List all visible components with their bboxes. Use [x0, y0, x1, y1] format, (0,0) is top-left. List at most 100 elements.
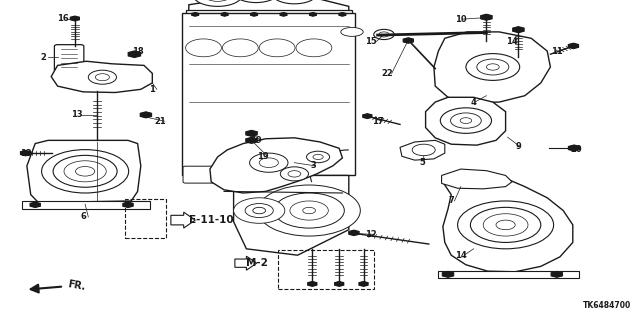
Text: 1: 1 [149, 85, 156, 94]
Ellipse shape [232, 0, 280, 3]
Text: 20: 20 [570, 145, 582, 154]
Polygon shape [221, 13, 228, 16]
Circle shape [296, 39, 332, 57]
Polygon shape [551, 271, 563, 277]
Polygon shape [27, 140, 141, 203]
Polygon shape [192, 13, 198, 16]
Circle shape [250, 153, 288, 172]
Polygon shape [442, 169, 512, 189]
Text: 3: 3 [311, 161, 316, 170]
Circle shape [76, 167, 95, 176]
Circle shape [460, 118, 472, 123]
Text: 2: 2 [40, 53, 47, 62]
Polygon shape [442, 173, 573, 272]
Polygon shape [310, 13, 316, 16]
Polygon shape [426, 97, 506, 145]
FancyBboxPatch shape [183, 166, 275, 183]
Circle shape [42, 150, 129, 193]
Circle shape [258, 185, 360, 236]
Polygon shape [434, 32, 550, 103]
Polygon shape [123, 202, 133, 207]
Text: 19: 19 [250, 136, 262, 145]
Text: 21: 21 [154, 117, 166, 126]
Text: 10: 10 [455, 15, 467, 24]
Polygon shape [403, 38, 413, 43]
Text: 9: 9 [516, 142, 521, 151]
Circle shape [303, 207, 316, 214]
Circle shape [440, 108, 492, 133]
Bar [125, 199, 166, 238]
Circle shape [451, 113, 481, 128]
Circle shape [253, 207, 266, 214]
Circle shape [307, 151, 330, 163]
FancyBboxPatch shape [54, 45, 84, 72]
Text: 14: 14 [506, 37, 518, 46]
Ellipse shape [340, 27, 363, 36]
Bar [198, 21, 225, 45]
Text: 5: 5 [419, 158, 426, 167]
Bar [438, 271, 579, 278]
Polygon shape [128, 51, 141, 57]
Polygon shape [335, 282, 344, 286]
Text: 4: 4 [470, 98, 477, 107]
Circle shape [245, 204, 273, 218]
Circle shape [95, 74, 109, 81]
Text: 13: 13 [20, 149, 31, 158]
Circle shape [379, 32, 389, 37]
Text: 13: 13 [71, 110, 83, 119]
Text: 19: 19 [257, 152, 268, 161]
Text: 14: 14 [455, 251, 467, 260]
Polygon shape [140, 112, 152, 118]
Text: E-11-10: E-11-10 [189, 215, 234, 225]
Polygon shape [568, 43, 579, 48]
Polygon shape [235, 256, 257, 270]
Polygon shape [189, 0, 349, 13]
Polygon shape [513, 27, 524, 33]
Text: M-2: M-2 [246, 258, 268, 268]
Polygon shape [251, 13, 257, 16]
Ellipse shape [272, 0, 317, 4]
FancyBboxPatch shape [186, 10, 352, 51]
Ellipse shape [193, 0, 242, 6]
Polygon shape [481, 14, 492, 20]
Text: 22: 22 [381, 69, 393, 78]
Polygon shape [171, 212, 195, 228]
Polygon shape [308, 282, 317, 286]
Circle shape [288, 171, 301, 177]
Polygon shape [70, 16, 79, 21]
Circle shape [470, 207, 541, 242]
Polygon shape [442, 271, 454, 277]
Ellipse shape [204, 0, 231, 1]
Circle shape [496, 220, 515, 230]
Polygon shape [568, 145, 580, 151]
Polygon shape [246, 130, 257, 136]
Bar [22, 201, 150, 209]
Text: 6: 6 [80, 212, 86, 221]
Bar [273, 21, 300, 45]
Circle shape [53, 155, 117, 187]
Circle shape [374, 29, 394, 40]
Circle shape [290, 201, 328, 220]
Circle shape [486, 64, 499, 70]
Polygon shape [400, 140, 445, 160]
Text: 11: 11 [551, 47, 563, 56]
Polygon shape [359, 282, 368, 286]
Text: TK6484700: TK6484700 [582, 301, 630, 310]
Polygon shape [280, 13, 287, 16]
Circle shape [280, 167, 308, 181]
Polygon shape [51, 61, 152, 93]
Polygon shape [20, 151, 31, 156]
Polygon shape [339, 13, 346, 16]
Circle shape [259, 158, 278, 167]
Text: 7: 7 [449, 197, 454, 205]
Circle shape [186, 39, 221, 57]
Bar [182, 13, 355, 175]
Text: FR.: FR. [67, 279, 86, 292]
Circle shape [274, 193, 344, 228]
Circle shape [483, 214, 528, 236]
Circle shape [313, 154, 323, 160]
Polygon shape [246, 137, 257, 143]
Bar [310, 21, 337, 45]
Polygon shape [363, 114, 372, 118]
Bar [278, 250, 374, 289]
